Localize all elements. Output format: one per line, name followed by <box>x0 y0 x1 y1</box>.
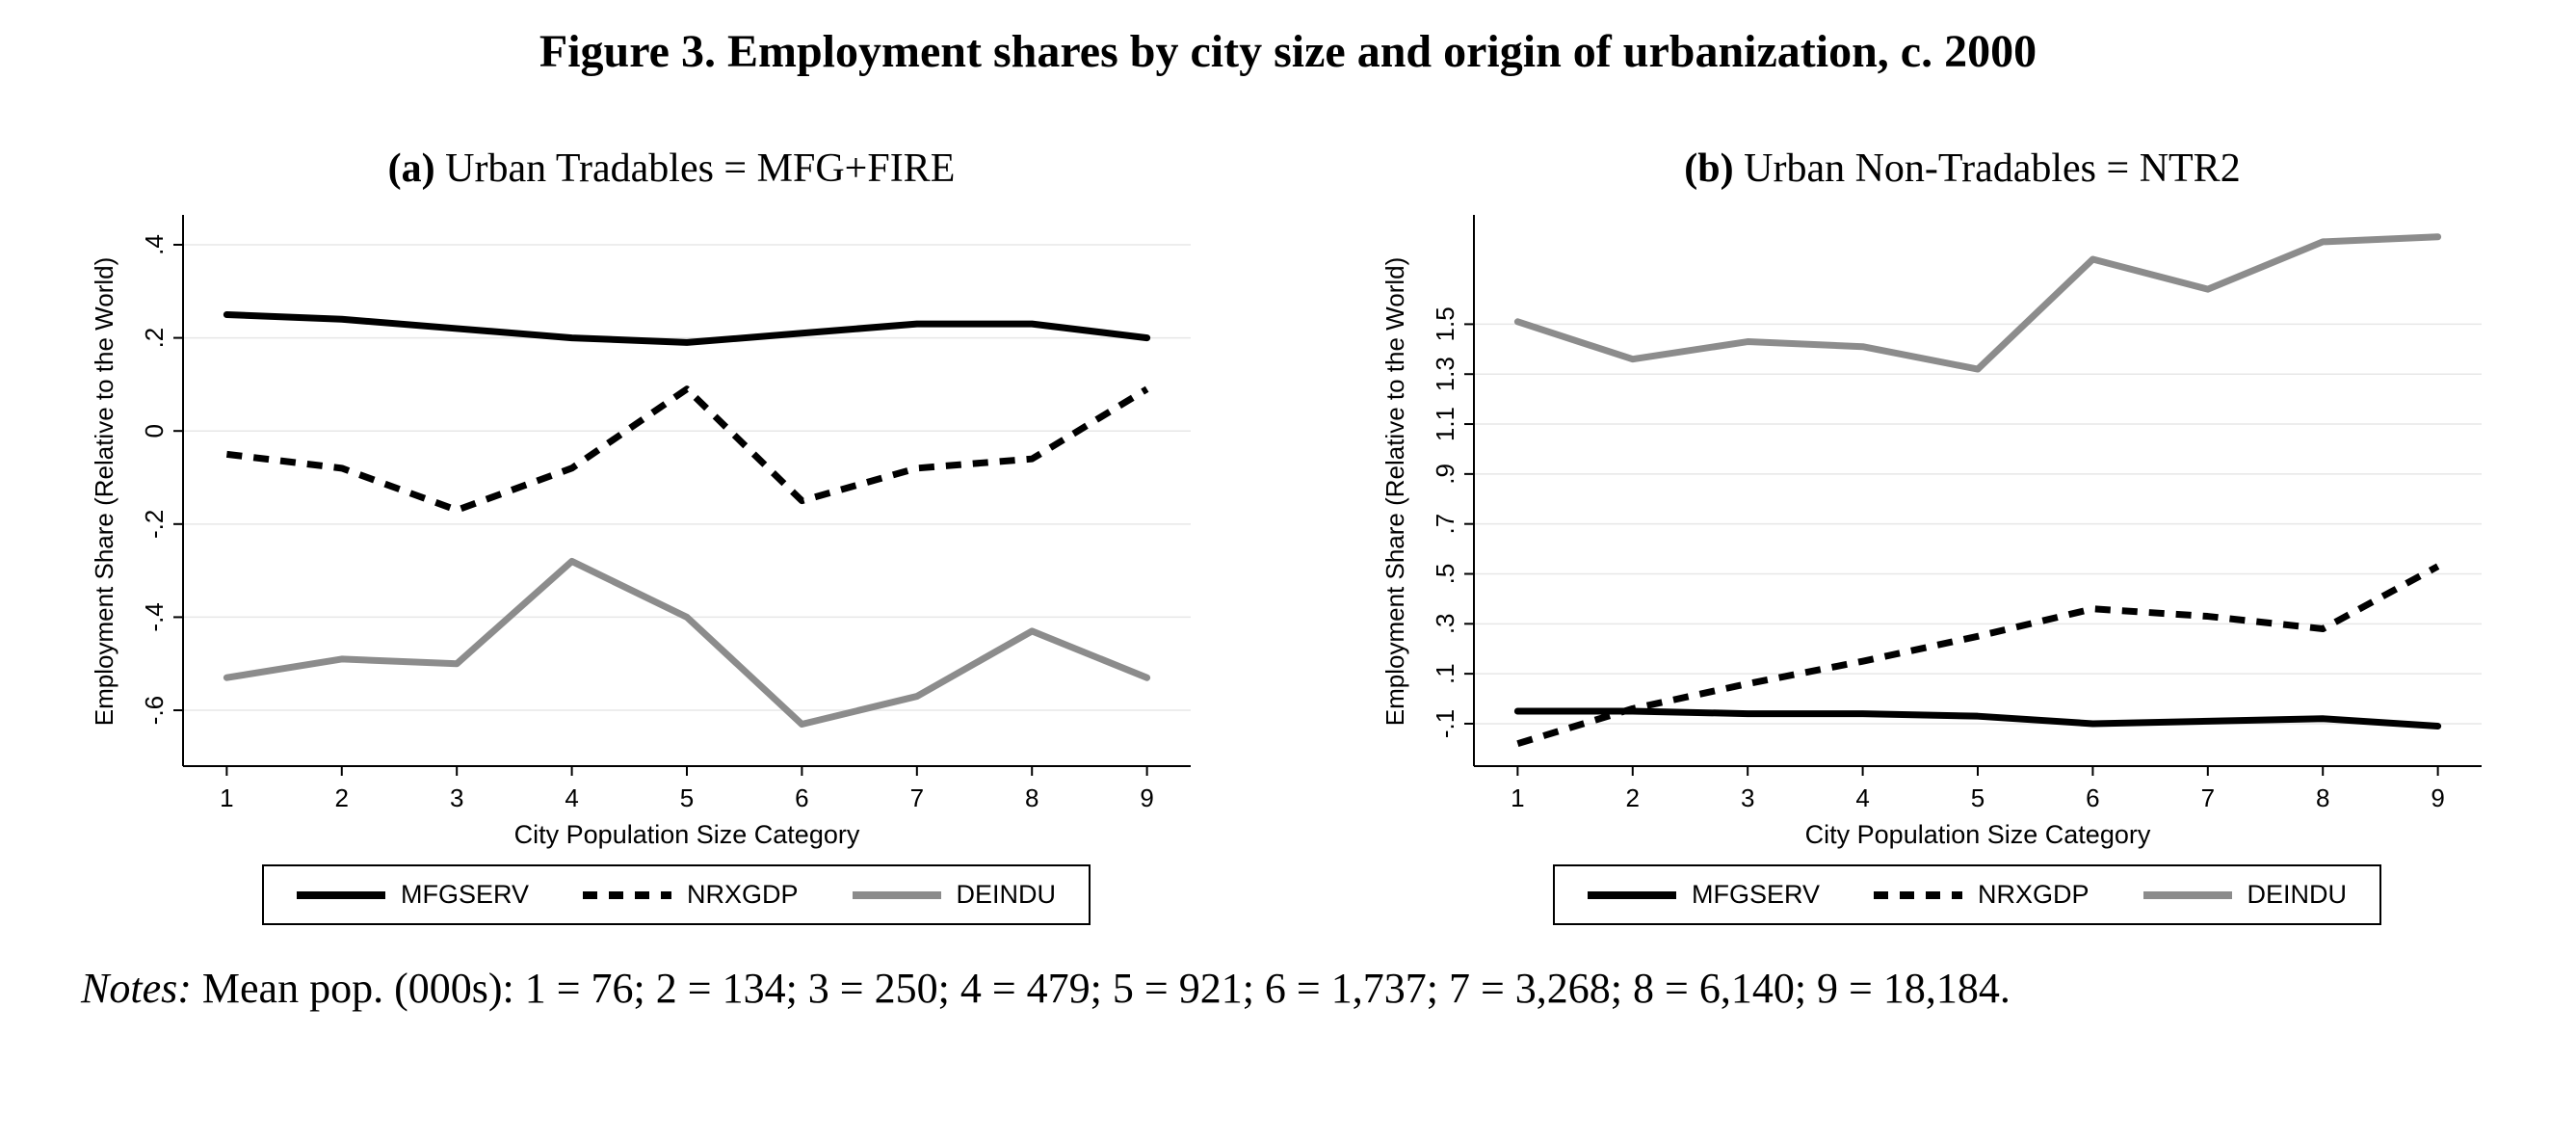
deindu-line-swatch <box>852 890 941 899</box>
x-tick-label: 3 <box>450 783 463 812</box>
y-tick-label: .7 <box>1431 514 1459 535</box>
legend-label-deindu: DEINDU <box>2247 880 2348 909</box>
legend-item-deindu: DEINDU <box>852 880 1057 910</box>
x-tick-label: 5 <box>680 783 694 812</box>
y-tick-label: 1.1 <box>1431 407 1459 441</box>
x-tick-label: 4 <box>565 783 578 812</box>
gridlines <box>183 244 1191 711</box>
y-tick-label: -.1 <box>1431 709 1459 738</box>
y-tick-label: .3 <box>1431 613 1459 634</box>
x-tick-label: 9 <box>1140 783 1153 812</box>
y-tick-label: 0 <box>140 424 169 438</box>
legend-label-deindu: DEINDU <box>956 880 1057 909</box>
y-axis-title: Employment Share (Relative to the World) <box>1380 257 1409 727</box>
panel-b-title: (b) Urban Non-Tradables = NTR2 <box>1684 146 2240 192</box>
x-tick-label: 6 <box>2086 783 2099 812</box>
y-tick-label: .5 <box>1431 564 1459 585</box>
panel-a-title: (a) Urban Tradables = MFG+FIRE <box>388 146 956 192</box>
x-tick-label: 6 <box>795 783 808 812</box>
panels-row: (a) Urban Tradables = MFG+FIRE .4 .2 0 -.2 -… <box>0 146 2576 925</box>
y-tick-label: .4 <box>140 234 169 255</box>
deindu-line-swatch <box>2142 890 2232 899</box>
panel-a-title-text: Urban Tradables = MFG+FIRE <box>445 146 956 191</box>
series-line-nrxgdp <box>1516 563 2440 748</box>
legend-label-mfgserv: MFGSERV <box>1691 880 1820 909</box>
figure-page: Figure 3. Employment shares by city size… <box>0 25 2576 1013</box>
legend-item-nrxgdp: NRXGDP <box>583 880 799 910</box>
y-tick-label: .2 <box>140 328 169 349</box>
legend-item-mfgserv: MFGSERV <box>1587 880 1820 910</box>
legend-label-mfgserv: MFGSERV <box>400 880 529 909</box>
chart-a-canvas: .4 .2 0 -.2 -.4 -.6 1 2 3 4 5 6 7 8 9 City Population S… <box>90 215 1191 849</box>
panel-a-label: (a) <box>387 146 435 191</box>
x-tick-label: 8 <box>1025 783 1038 812</box>
legend-label-nrxgdp: NRXGDP <box>1978 880 2090 909</box>
x-axis-title: City Population Size Category <box>514 820 860 849</box>
legend-item-nrxgdp: NRXGDP <box>1874 880 2090 910</box>
x-tick-label: 4 <box>1855 783 1869 812</box>
notes-label: Notes: <box>81 965 192 1012</box>
x-tick-label: 2 <box>1626 783 1640 812</box>
x-tick-label: 3 <box>1741 783 1754 812</box>
y-tick-label: .9 <box>1431 464 1459 485</box>
axes: 1.5 1.3 1.1 .9 .7 .5 .3 .1 -.1 1 2 3 4 5 6 7 8 9 <box>1431 215 2482 812</box>
y-tick-label: 1.3 <box>1431 357 1459 391</box>
x-tick-label: 1 <box>1511 783 1524 812</box>
chart-b-canvas: 1.5 1.3 1.1 .9 .7 .5 .3 .1 -.1 1 2 3 4 5 6 7 8 9 City Popu… <box>1380 215 2482 849</box>
panel-b-label: (b) <box>1684 146 1734 191</box>
panel-b-title-text: Urban Non-Tradables = NTR2 <box>1744 146 2241 191</box>
y-tick-label: -.2 <box>140 510 169 539</box>
mfgserv-line-swatch <box>1587 890 1676 899</box>
legend-item-deindu: DEINDU <box>2142 880 2348 910</box>
x-tick-label: 9 <box>2431 783 2444 812</box>
series-line-deindu <box>223 557 1151 729</box>
y-axis-title: Employment Share (Relative to the World) <box>90 257 118 727</box>
nrxgdp-line-swatch <box>583 890 671 899</box>
figure-notes: Notes: Mean pop. (000s): 1 = 76; 2 = 134… <box>81 964 2537 1013</box>
x-tick-label: 1 <box>220 783 233 812</box>
figure-title: Figure 3. Employment shares by city size… <box>539 26 2037 77</box>
gridlines <box>1474 323 2482 725</box>
x-tick-label: 2 <box>335 783 349 812</box>
series-line-deindu <box>1513 233 2442 373</box>
series-line-mfgserv <box>223 310 1151 346</box>
x-axis-title: City Population Size Category <box>1805 820 2151 849</box>
y-tick-label: .1 <box>1431 663 1459 684</box>
legend-a: MFGSERV NRXGDP DEINDU <box>261 864 1091 925</box>
panel-b: (b) Urban Non-Tradables = NTR2 1.5 1.3 1.1… <box>1360 146 2507 925</box>
legend-b-box: MFGSERV NRXGDP DEINDU <box>1552 864 2382 925</box>
nrxgdp-line-swatch <box>1874 890 1962 899</box>
panel-a: (a) Urban Tradables = MFG+FIRE .4 .2 0 -.2 -… <box>69 146 1216 925</box>
x-tick-label: 8 <box>2316 783 2329 812</box>
legend-item-mfgserv: MFGSERV <box>296 880 529 910</box>
legend-label-nrxgdp: NRXGDP <box>687 880 799 909</box>
notes-text: Mean pop. (000s): 1 = 76; 2 = 134; 3 = 2… <box>191 965 2011 1012</box>
axes: .4 .2 0 -.2 -.4 -.6 1 2 3 4 5 6 7 8 9 <box>140 215 1191 812</box>
x-tick-label: 7 <box>2201 783 2215 812</box>
legend-b: MFGSERV NRXGDP DEINDU <box>1552 864 2382 925</box>
mfgserv-line-swatch <box>296 890 385 899</box>
y-tick-label: -.6 <box>140 696 169 725</box>
y-tick-label: 1.5 <box>1431 306 1459 341</box>
x-tick-label: 5 <box>1971 783 1985 812</box>
x-tick-label: 7 <box>910 783 924 812</box>
series-line-nrxgdp <box>225 385 1149 514</box>
series-line-mfgserv <box>1513 707 2442 730</box>
legend-a-box: MFGSERV NRXGDP DEINDU <box>261 864 1091 925</box>
y-tick-label: -.4 <box>140 602 169 631</box>
